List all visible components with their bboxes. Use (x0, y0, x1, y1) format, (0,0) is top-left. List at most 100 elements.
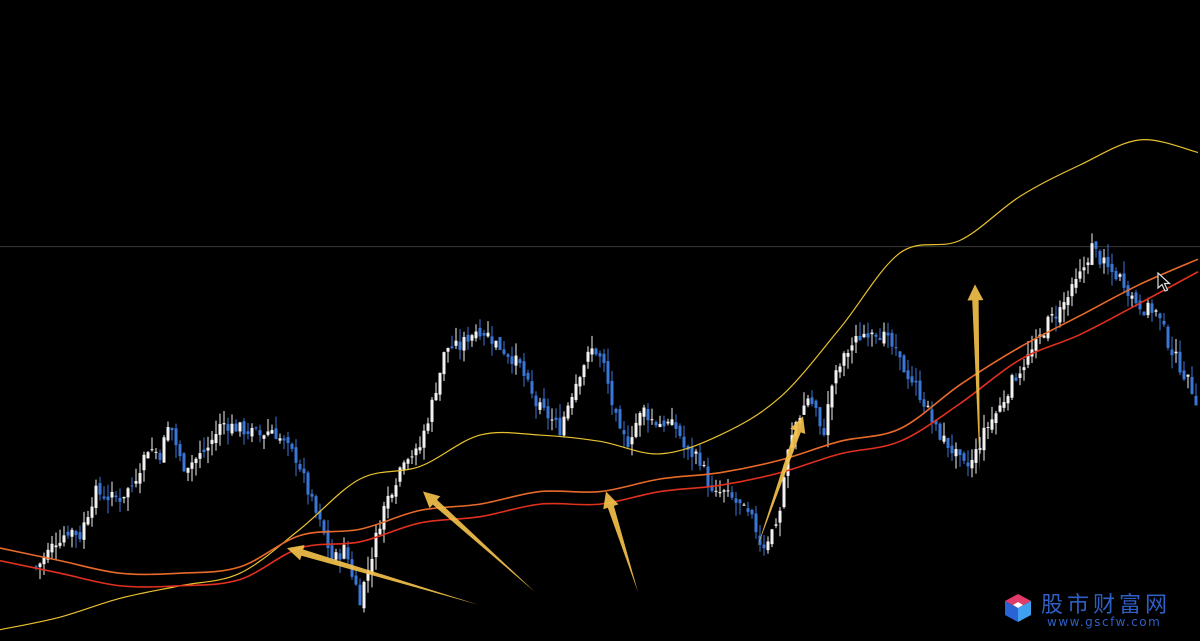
candle-body (478, 327, 482, 337)
candle-body (566, 405, 570, 419)
candle-body (490, 336, 494, 344)
annotation-arrows-layer (287, 284, 984, 605)
candle-body (910, 376, 914, 383)
candle (1182, 361, 1186, 381)
candle-body (1078, 271, 1082, 279)
candle-body (986, 426, 990, 428)
candle-body (1066, 297, 1070, 306)
candle-body (486, 332, 490, 337)
candle-body (50, 543, 54, 553)
candle-body (110, 491, 114, 498)
candle-body (278, 438, 282, 441)
annotation-arrow-4 (757, 416, 806, 549)
candle-body (862, 333, 866, 338)
candle-body (294, 447, 298, 463)
candle-body (570, 396, 574, 409)
candle-body (330, 545, 334, 559)
candle (750, 508, 754, 519)
candle-body (470, 335, 474, 341)
annotation-arrow-1 (287, 544, 478, 605)
candle (110, 481, 114, 507)
candle (634, 413, 638, 439)
candle (1046, 315, 1050, 342)
candle (1002, 390, 1006, 412)
candle (698, 444, 702, 471)
candle (646, 403, 650, 433)
candle-body (1134, 292, 1138, 304)
candle-body (518, 359, 522, 364)
candle (1086, 257, 1090, 274)
candle (954, 442, 958, 469)
candle-body (946, 437, 950, 448)
candle-body (582, 365, 586, 378)
candle (234, 419, 238, 432)
candle (1018, 366, 1022, 386)
candle-body (250, 427, 254, 437)
candle (1050, 307, 1054, 323)
candle-body (266, 431, 270, 435)
candle (1014, 373, 1018, 382)
candle-body (230, 423, 234, 434)
candle (1058, 300, 1062, 328)
candle-body (190, 462, 194, 469)
candle-body (346, 547, 350, 560)
candle (598, 350, 602, 368)
candle-body (802, 405, 806, 415)
candle (562, 411, 566, 438)
candle-body (1150, 303, 1154, 313)
candle-body (774, 524, 778, 526)
candle (170, 427, 174, 441)
candle (546, 398, 550, 430)
candle (1082, 256, 1086, 284)
candle (1010, 373, 1014, 400)
candle (758, 524, 762, 552)
candle (990, 406, 994, 434)
candle-body (738, 499, 742, 504)
candle (278, 433, 282, 444)
candle (130, 477, 134, 493)
candle-body (654, 422, 658, 426)
candle (738, 498, 742, 515)
candle (374, 524, 378, 570)
candle (1122, 261, 1126, 294)
candle-body (98, 483, 102, 495)
candle-body (822, 428, 826, 436)
candle-body (1178, 351, 1182, 373)
candle (250, 423, 254, 443)
candle (730, 486, 734, 501)
candle-body (674, 422, 678, 429)
annotation-arrow-5 (967, 284, 984, 473)
candle (66, 525, 70, 539)
candle-body (62, 535, 66, 543)
candle (506, 352, 510, 364)
candle-body (1034, 338, 1038, 351)
candle (890, 329, 894, 355)
candle (502, 341, 506, 356)
candle-body (526, 372, 530, 380)
candle-body (914, 380, 918, 383)
candle-body (334, 552, 338, 560)
candle (1078, 259, 1082, 283)
candle (274, 416, 278, 440)
candle (1150, 299, 1154, 322)
candle-body (818, 407, 822, 427)
candle-body (658, 423, 662, 428)
candle (622, 420, 626, 447)
candle-body (554, 417, 558, 420)
candle-body (322, 520, 326, 534)
candle-body (682, 436, 686, 448)
candle (998, 397, 1002, 413)
candle-body (858, 335, 862, 341)
candle (1102, 248, 1106, 274)
candle (1026, 341, 1030, 369)
candle (90, 497, 94, 527)
candle (1130, 292, 1134, 307)
candle (290, 442, 294, 452)
candle-body (314, 496, 318, 513)
candle-body (770, 529, 774, 545)
candle (814, 399, 818, 417)
candle (422, 424, 426, 460)
candle (994, 410, 998, 435)
candle (602, 348, 606, 373)
